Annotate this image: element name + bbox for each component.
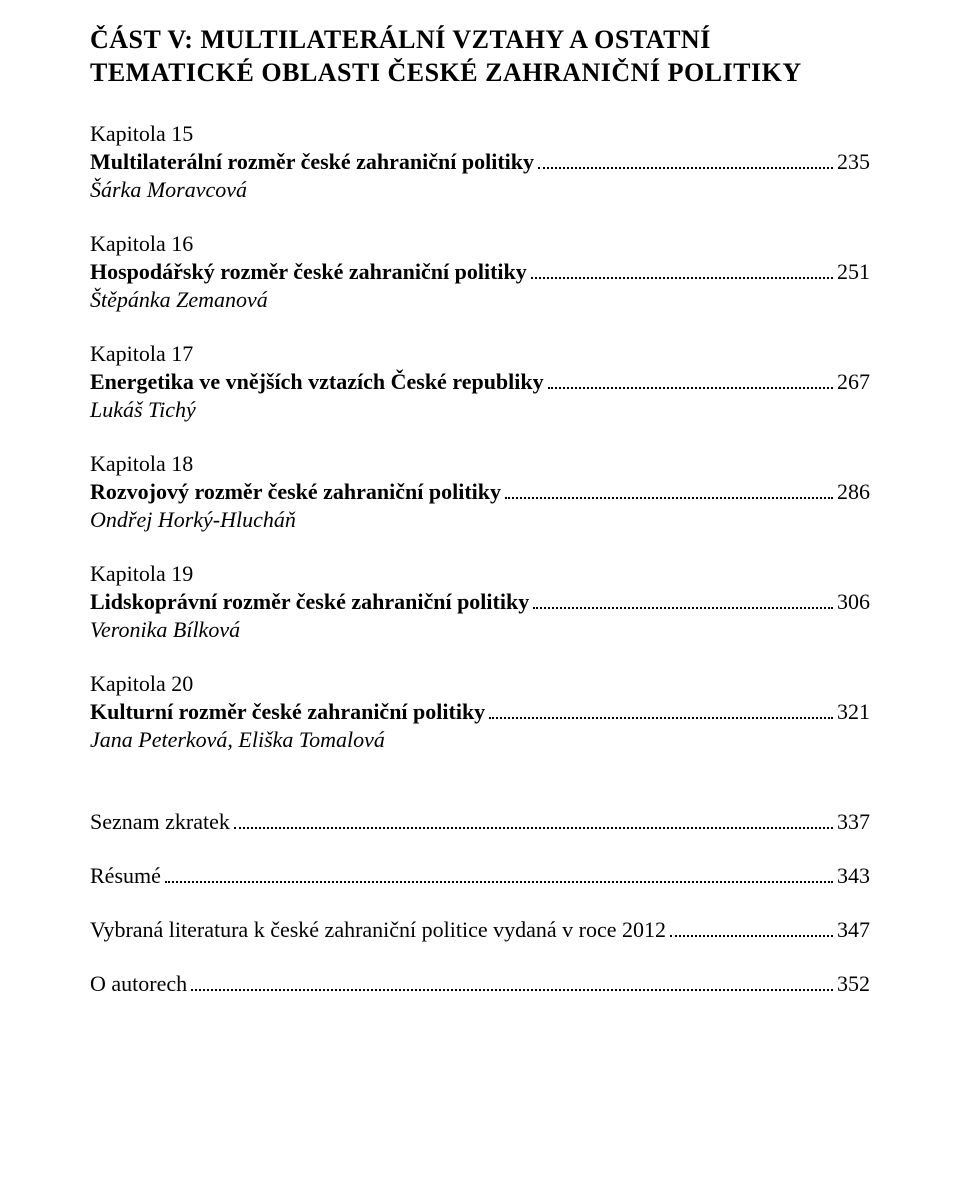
- spacer: [90, 781, 870, 809]
- backmatter-line: O autorech 352: [90, 971, 870, 997]
- chapter-page: 235: [837, 149, 870, 175]
- toc-entry: Vybraná literatura k české zahraniční po…: [90, 917, 870, 943]
- chapter-title: Lidskoprávní rozměr české zahraniční pol…: [90, 589, 529, 615]
- chapter-title: Rozvojový rozměr české zahraniční politi…: [90, 479, 501, 505]
- toc-entry: Kapitola 16 Hospodářský rozměr české zah…: [90, 231, 870, 313]
- backmatter-page: 337: [837, 809, 870, 835]
- part-heading-line-1: Část V: Multilaterální vztahy a ostatní: [90, 25, 711, 54]
- chapter-label: Kapitola 18: [90, 451, 870, 477]
- part-heading-line-2: tematické oblasti české zahraniční polit…: [90, 58, 802, 87]
- chapter-title: Energetika ve vnějších vztazích České re…: [90, 369, 544, 395]
- leader-dots: [165, 866, 833, 883]
- toc-entry: O autorech 352: [90, 971, 870, 997]
- chapter-label: Kapitola 17: [90, 341, 870, 367]
- chapter-title-line: Energetika ve vnějších vztazích České re…: [90, 369, 870, 395]
- leader-dots: [234, 812, 833, 829]
- toc-entry: Résumé 343: [90, 863, 870, 889]
- toc-entry: Kapitola 18 Rozvojový rozměr české zahra…: [90, 451, 870, 533]
- leader-dots: [505, 482, 833, 499]
- backmatter-page: 347: [837, 917, 870, 943]
- backmatter-line: Résumé 343: [90, 863, 870, 889]
- chapter-title-line: Rozvojový rozměr české zahraniční politi…: [90, 479, 870, 505]
- toc-entry: Kapitola 19 Lidskoprávní rozměr české za…: [90, 561, 870, 643]
- leader-dots: [533, 592, 833, 609]
- backmatter-section: Seznam zkratek 337 Résumé 343 Vybraná li…: [90, 809, 870, 997]
- backmatter-title: O autorech: [90, 971, 187, 997]
- leader-dots: [670, 920, 833, 937]
- leader-dots: [538, 152, 833, 169]
- backmatter-title: Résumé: [90, 863, 161, 889]
- chapter-title: Hospodářský rozměr české zahraniční poli…: [90, 259, 527, 285]
- toc-entry: Kapitola 17 Energetika ve vnějších vztaz…: [90, 341, 870, 423]
- leader-dots: [489, 702, 833, 719]
- chapter-page: 267: [837, 369, 870, 395]
- backmatter-page: 343: [837, 863, 870, 889]
- chapter-page: 286: [837, 479, 870, 505]
- chapter-label: Kapitola 19: [90, 561, 870, 587]
- chapter-author: Šárka Moravcová: [90, 177, 870, 203]
- chapter-label: Kapitola 16: [90, 231, 870, 257]
- chapter-page: 321: [837, 699, 870, 725]
- backmatter-title: Vybraná literatura k české zahraniční po…: [90, 917, 666, 943]
- leader-dots: [531, 262, 833, 279]
- chapter-title-line: Multilaterální rozměr české zahraniční p…: [90, 149, 870, 175]
- chapter-label: Kapitola 20: [90, 671, 870, 697]
- toc-entry: Seznam zkratek 337: [90, 809, 870, 835]
- chapter-title-line: Hospodářský rozměr české zahraniční poli…: [90, 259, 870, 285]
- toc-entry: Kapitola 20 Kulturní rozměr české zahran…: [90, 671, 870, 753]
- toc-entry: Kapitola 15 Multilaterální rozměr české …: [90, 121, 870, 203]
- chapter-page: 306: [837, 589, 870, 615]
- chapter-title-line: Kulturní rozměr české zahraniční politik…: [90, 699, 870, 725]
- chapter-label: Kapitola 15: [90, 121, 870, 147]
- chapter-page: 251: [837, 259, 870, 285]
- chapter-author: Jana Peterková, Eliška Tomalová: [90, 727, 870, 753]
- chapter-title: Kulturní rozměr české zahraniční politik…: [90, 699, 485, 725]
- page-container: Část V: Multilaterální vztahy a ostatní …: [0, 0, 960, 1065]
- chapter-author: Veronika Bílková: [90, 617, 870, 643]
- leader-dots: [191, 974, 833, 991]
- part-heading: Část V: Multilaterální vztahy a ostatní …: [90, 24, 870, 89]
- backmatter-line: Vybraná literatura k české zahraniční po…: [90, 917, 870, 943]
- chapter-author: Lukáš Tichý: [90, 397, 870, 423]
- chapter-author: Štěpánka Zemanová: [90, 287, 870, 313]
- chapter-title: Multilaterální rozměr české zahraniční p…: [90, 149, 534, 175]
- leader-dots: [548, 372, 833, 389]
- chapter-title-line: Lidskoprávní rozměr české zahraniční pol…: [90, 589, 870, 615]
- backmatter-line: Seznam zkratek 337: [90, 809, 870, 835]
- backmatter-title: Seznam zkratek: [90, 809, 230, 835]
- chapter-author: Ondřej Horký-Hlucháň: [90, 507, 870, 533]
- backmatter-page: 352: [837, 971, 870, 997]
